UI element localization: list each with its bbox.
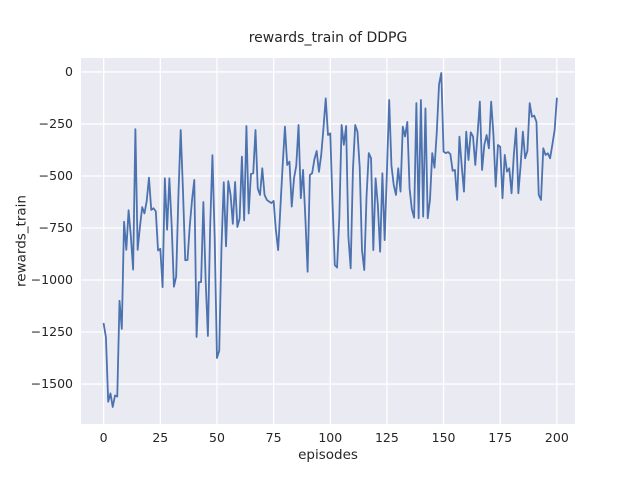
series-line-rewards_train [102,72,558,408]
x-tick-label: 175 [488,430,513,445]
x-tick-label: 25 [152,430,169,445]
x-tick-label: 50 [209,430,225,445]
x-tick-label: 125 [374,430,399,445]
y-tick-label: −250 [38,115,73,131]
x-tick-label: 75 [265,430,282,445]
y-tick-label: 0 [65,63,73,79]
x-tick-label: 0 [99,430,108,445]
plot-area [81,58,575,424]
x-axis-label: episodes [298,447,358,463]
y-tick-label: −1250 [30,324,73,340]
x-tick-label: 200 [544,430,569,445]
y-tick-label: −500 [38,167,73,183]
y-tick-label: −1000 [30,272,73,287]
x-tick-label: 100 [318,430,343,445]
y-tick-label: −750 [38,219,73,235]
chart-svg [81,58,575,424]
y-tick-label: −1500 [30,376,73,392]
x-tick-label: 150 [431,430,456,445]
chart-title: rewards_train of DDPG [248,30,408,46]
